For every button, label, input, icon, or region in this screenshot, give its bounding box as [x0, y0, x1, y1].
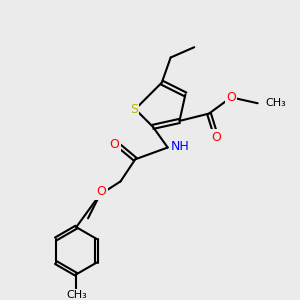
Text: CH₃: CH₃ — [265, 98, 286, 108]
Text: NH: NH — [171, 140, 190, 152]
Text: S: S — [130, 103, 138, 116]
Text: O: O — [110, 138, 119, 151]
Text: O: O — [226, 91, 236, 104]
Text: O: O — [96, 185, 106, 198]
Text: O: O — [212, 131, 221, 144]
Text: CH₃: CH₃ — [66, 290, 87, 300]
